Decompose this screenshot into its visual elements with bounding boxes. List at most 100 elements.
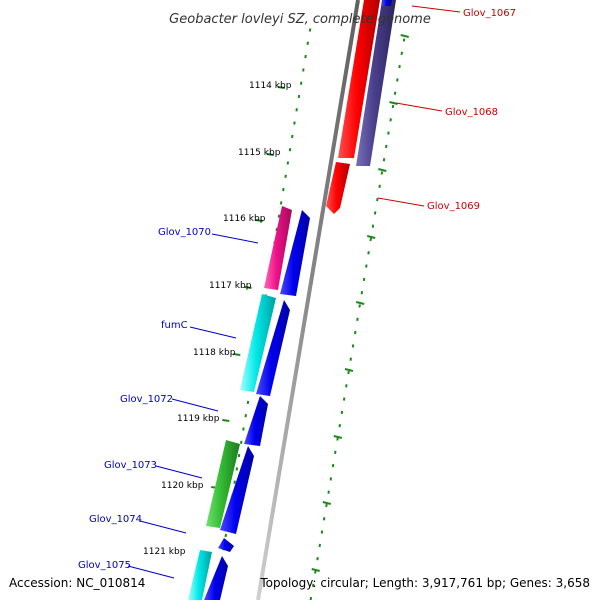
minor-tick [362, 277, 366, 282]
gene-feature-glov-1073[interactable] [206, 440, 240, 528]
minor-tick [349, 357, 352, 361]
gene-feature-glov-1070-blue[interactable] [280, 210, 310, 296]
minor-tick [365, 264, 368, 268]
minor-tick [293, 121, 296, 125]
minor-tick [288, 148, 292, 152]
gene-label-glov-1070[interactable]: Glov_1070 [158, 227, 211, 238]
gene-feature-glov-1074[interactable] [218, 538, 234, 552]
gene-label-glov-1069[interactable]: Glov_1069 [427, 201, 480, 212]
gene-feature-glov-1070[interactable] [264, 206, 292, 290]
minor-tick [356, 317, 359, 321]
gene-label-glov-1072[interactable]: Glov_1072 [120, 394, 173, 405]
minor-tick [291, 134, 294, 139]
leader-line-glov-1075 [127, 565, 175, 579]
minor-tick [351, 344, 355, 348]
gene-label-fumC[interactable]: fumC [161, 320, 188, 331]
minor-tick [360, 291, 364, 295]
tick-label: 1117 kbp [209, 281, 252, 291]
minor-tick [242, 427, 245, 431]
minor-tick [277, 214, 281, 218]
minor-tick [233, 480, 236, 484]
tick-labels: 1114 kbp 1115 kbp 1116 kbp 1117 kbp 1118… [143, 81, 292, 557]
topology-text: Topology: circular; Length: 3,917,761 bp… [259, 576, 590, 590]
minor-tick [316, 557, 319, 561]
gene-feature-glov-1075[interactable] [188, 550, 212, 600]
minor-tick [387, 131, 390, 135]
major-tick [400, 34, 409, 38]
minor-tick [327, 490, 330, 494]
leader-lines [127, 5, 461, 579]
major-tick [366, 235, 376, 239]
leader-line-glov-1073 [155, 465, 203, 479]
major-tick [255, 219, 263, 222]
minor-tick [304, 54, 307, 59]
minor-tick [308, 28, 312, 32]
minor-tick [306, 41, 309, 45]
leader-line-glov-1068 [395, 102, 443, 112]
minor-tick [402, 38, 406, 42]
minus-strand-features [188, 206, 310, 600]
minor-tick [325, 503, 328, 508]
minor-tick [345, 384, 348, 388]
minor-tick [314, 570, 317, 574]
major-tick [378, 168, 387, 172]
minor-tick [398, 64, 401, 69]
major-tick [277, 86, 285, 89]
gene-feature-glov-1067-red[interactable] [338, 0, 380, 158]
minor-tick [342, 397, 346, 401]
minor-tick [389, 118, 392, 122]
minor-tick [299, 81, 303, 85]
gene-feature-glov-1069[interactable] [326, 162, 350, 214]
gene-feature-fumC[interactable] [240, 294, 276, 392]
minor-tick [400, 51, 403, 55]
gene-feature-glov-1075-blue[interactable] [204, 556, 228, 600]
minor-tick [358, 304, 361, 308]
minor-tick [376, 197, 379, 202]
gene-label-glov-1073[interactable]: Glov_1073 [104, 460, 157, 471]
gene-feature-glov-1072[interactable] [244, 396, 268, 446]
accession-text: Accession: NC_010814 [9, 576, 145, 590]
minor-tick [246, 400, 250, 405]
minor-tick [334, 450, 337, 454]
gene-feature-fumC-blue[interactable] [256, 300, 290, 396]
gene-label-glov-1074[interactable]: Glov_1074 [89, 514, 142, 525]
minor-tick [302, 68, 305, 72]
gene-label-glov-1067[interactable]: Glov_1067 [463, 8, 516, 19]
minor-tick [318, 543, 321, 548]
tick-label: 1118 kbp [193, 348, 236, 358]
minor-tick [378, 184, 381, 188]
major-tick [222, 419, 230, 422]
minor-tick [235, 467, 239, 471]
minor-tick [367, 251, 370, 255]
leader-line-fumC [189, 326, 237, 339]
tick-label: 1114 kbp [249, 81, 292, 91]
minor-tick [347, 370, 350, 375]
minor-tick [331, 463, 335, 468]
leader-line-glov-1072 [171, 398, 219, 412]
gene-label-glov-1068[interactable]: Glov_1068 [445, 107, 498, 118]
minor-tick [391, 104, 395, 109]
gene-feature-glov-1068-purple[interactable] [356, 0, 396, 166]
minor-tick [393, 91, 397, 95]
minor-tick [244, 414, 247, 418]
minor-tick [224, 533, 227, 538]
minor-tick [297, 94, 301, 99]
major-tick [311, 568, 320, 572]
minor-tick [320, 530, 324, 534]
tick-label: 1121 kbp [143, 547, 186, 557]
major-tick [233, 353, 241, 356]
gene-label-glov-1075[interactable]: Glov_1075 [78, 560, 131, 571]
tick-label: 1116 kbp [223, 214, 266, 224]
genome-backbone [256, 0, 360, 600]
major-tick [333, 435, 343, 439]
major-tick [266, 153, 274, 156]
tick-label: 1120 kbp [161, 481, 204, 491]
minor-tick [354, 330, 357, 335]
minor-tick [237, 453, 241, 458]
gene-feature-glov-1067-blue[interactable] [382, 0, 392, 6]
gene-feature-glov-1073-blue[interactable] [220, 446, 254, 534]
minor-tick [373, 211, 377, 215]
minor-tick [322, 517, 326, 521]
minor-tick [282, 187, 285, 192]
